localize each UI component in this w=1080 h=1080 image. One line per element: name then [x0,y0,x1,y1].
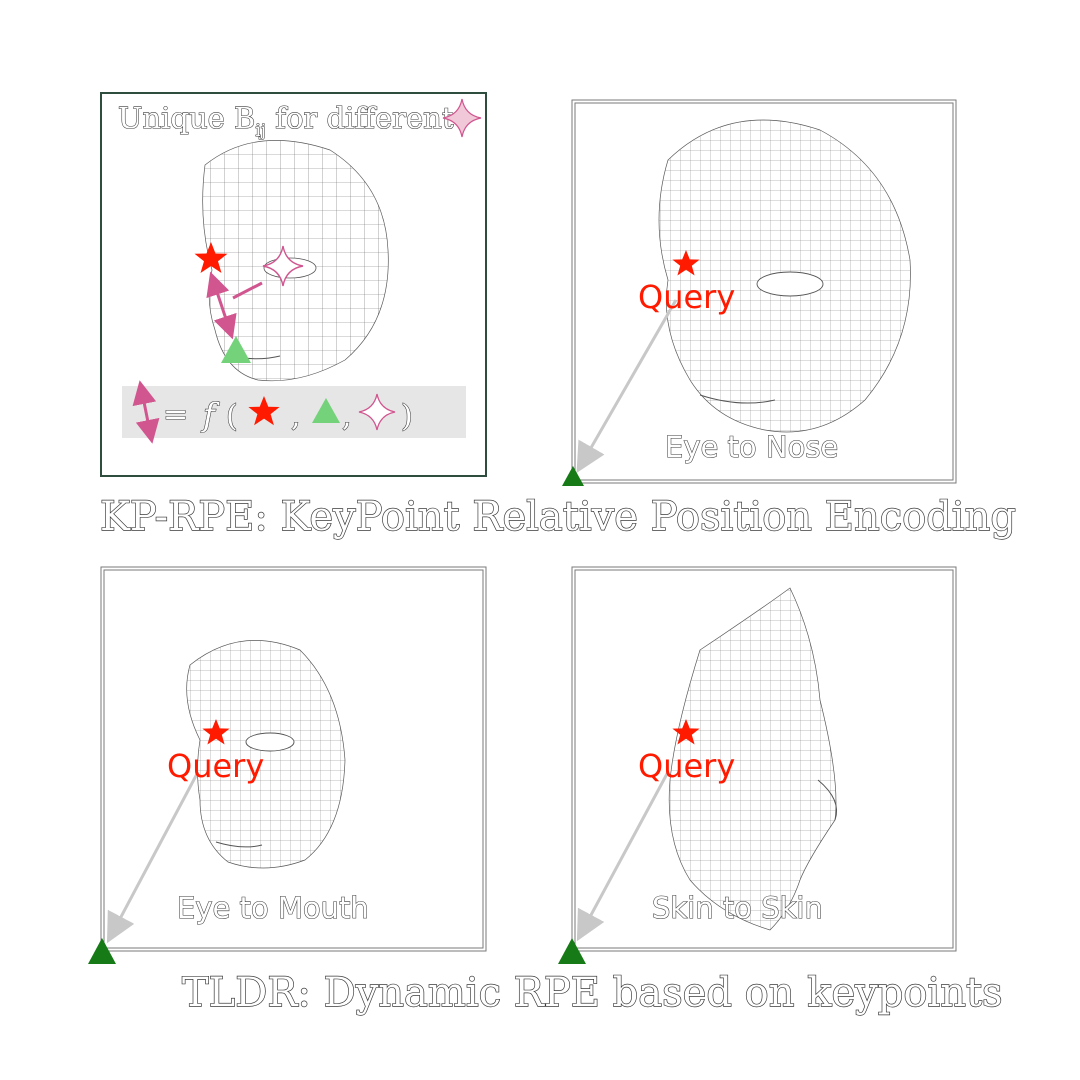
double-arrow-icon [132,380,160,444]
formula-close-paren: ) [401,399,413,434]
formula-comma: , [342,399,352,434]
relation-arrow [106,771,200,944]
green-triangle-icon [558,938,586,964]
green-triangle-icon [562,466,584,486]
green-triangle-icon [312,398,340,423]
pink-sparkle-icon [262,245,304,287]
panel-bottom-right: Query Skin to Skin [558,566,957,964]
relation-arrow [576,771,670,942]
formula-box: = f ( , , ) [122,380,466,444]
headline-top: KP-RPE: KeyPoint Relative Position Encod… [100,494,1016,540]
relation-label: Eye to Mouth [177,891,369,925]
red-star-icon [672,250,700,276]
face-mesh-icon [186,640,346,869]
pink-sparkle-icon [442,98,482,138]
headline-bottom: TLDR: Dynamic RPE based on keypoints [182,970,1003,1016]
green-triangle-icon [88,938,116,964]
relation-label: Skin to Skin [652,891,823,925]
relation-label: Eye to Nose [665,430,838,464]
panel-top-left: Unique Bij for different = f ( [100,92,487,477]
panel-caption: Unique Bij for different [118,101,454,141]
red-star-icon [194,242,228,273]
relation-arrow [576,299,678,474]
query-label: Query [638,747,735,785]
pink-connector [232,281,263,300]
formula-comma: , [291,399,301,434]
formula-equals: = [163,397,188,432]
face-mesh-icon [658,119,911,433]
panel-top-right: Query Eye to Nose [562,99,957,486]
double-arrow-icon [206,271,237,340]
formula-open-paren: ( [226,399,238,434]
red-star-icon [202,719,230,745]
pink-sparkle-icon [358,393,396,431]
query-label: Query [638,278,735,316]
red-star-icon [672,719,700,745]
red-star-icon [248,396,280,426]
green-triangle-icon [221,336,251,363]
query-label: Query [167,747,264,785]
panel-bottom-left: Query Eye to Mouth [88,566,487,964]
